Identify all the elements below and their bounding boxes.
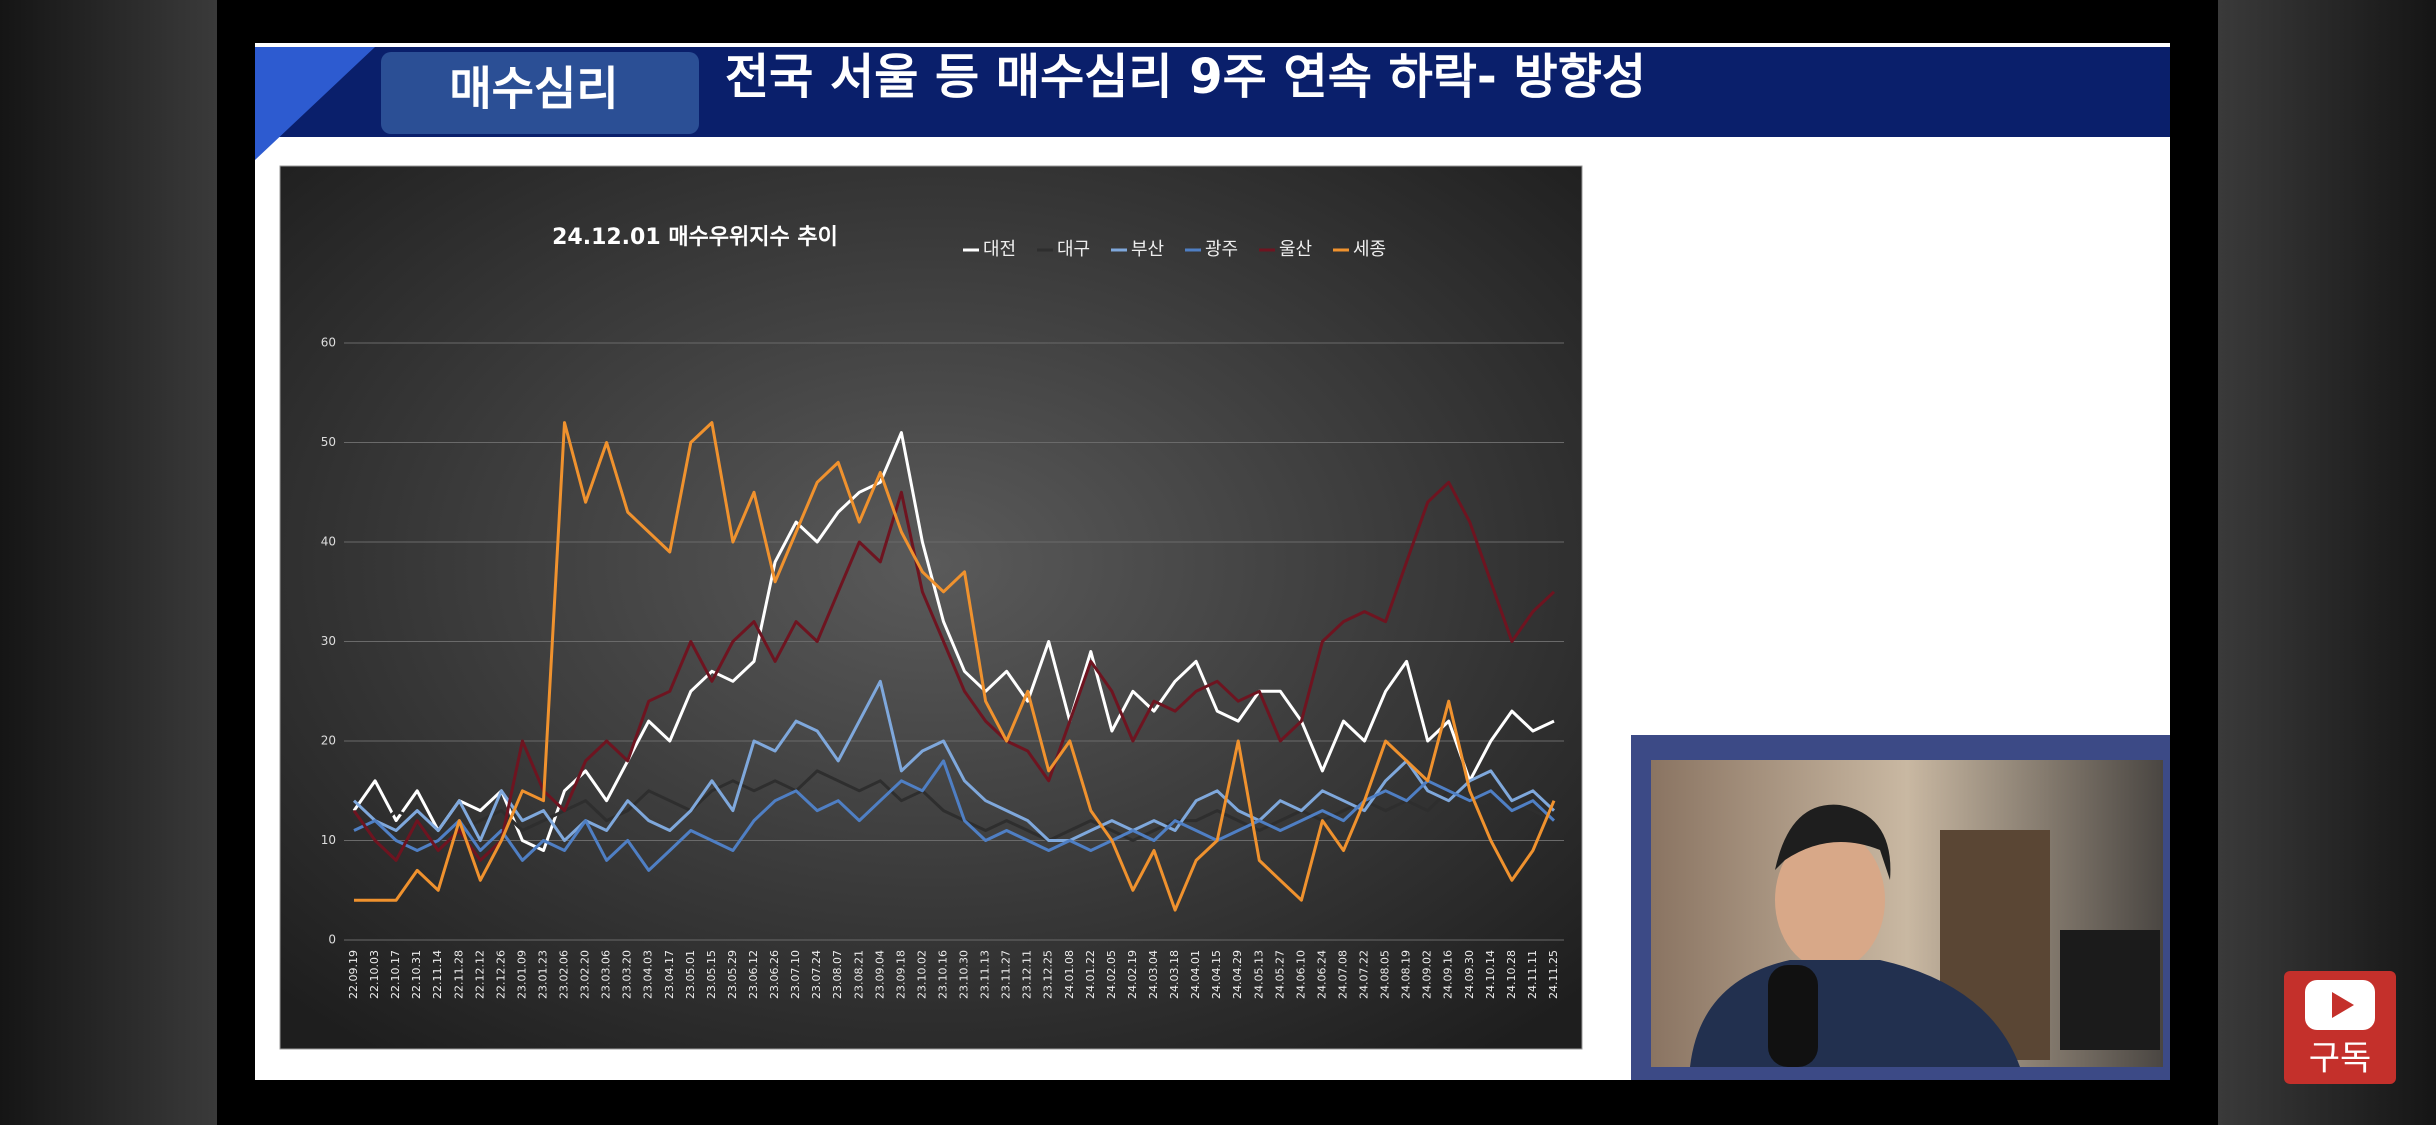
x-tick-label: 23.04.03 [642,950,655,999]
x-tick-label: 23.10.16 [936,950,949,999]
x-tick-label: 22.10.17 [389,950,402,999]
x-tick-label: 23.08.07 [831,950,844,999]
side-panel [0,0,217,1125]
x-tick-label: 23.08.21 [852,950,865,999]
x-tick-label: 23.05.29 [726,950,739,999]
x-tick-label: 23.01.09 [515,950,528,999]
line-series [353,759,1556,872]
y-tick-label: 10 [321,833,336,847]
microphone [1768,965,1818,1067]
x-tick-label: 24.10.14 [1484,950,1497,999]
x-tick-label: 23.11.13 [979,950,992,999]
line-series [352,679,1556,842]
chart: 0 10 20 30 40 50 60 22.09.19 22.10.03 22.10.17 22.… [321,239,1564,999]
legend-label: 부산 [1131,239,1164,260]
x-tick-label: 22.12.26 [494,950,507,999]
x-tick-label: 23.11.27 [1000,950,1013,999]
x-tick-label: 23.10.30 [958,950,971,999]
x-tick-label: 24.07.08 [1336,950,1349,999]
x-tick-label: 24.06.10 [1294,950,1307,999]
x-tick-label: 23.12.25 [1042,950,1055,999]
x-tick-label: 24.04.29 [1231,950,1244,999]
x-tick-label: 23.10.02 [915,950,928,999]
x-tick-label: 24.02.05 [1105,950,1118,999]
x-tick-label: 24.01.08 [1063,950,1076,999]
x-tick-label: 22.10.03 [368,950,381,999]
x-tick-label: 22.09.19 [347,950,360,999]
x-tick-label: 23.07.24 [810,950,823,999]
x-tick-label: 24.02.19 [1126,950,1139,999]
x-tick-label: 24.04.01 [1189,950,1202,999]
x-tick-label: 23.02.20 [579,950,592,999]
x-tick-label: 24.11.25 [1547,950,1560,999]
x-tick-label: 24.08.05 [1379,950,1392,999]
x-tick-label: 23.06.12 [747,950,760,999]
header-tab [381,52,699,134]
y-tick-label: 30 [321,634,336,648]
play-icon [2332,992,2354,1018]
x-tick-label: 23.02.06 [558,950,571,999]
y-tick-label: 20 [321,734,336,748]
x-tick-label: 23.03.06 [600,950,613,999]
line-series [352,480,1556,862]
x-tick-label: 24.07.22 [1358,950,1371,999]
x-tick-label: 24.09.16 [1442,950,1455,999]
x-tick-label: 23.09.18 [894,950,907,999]
x-tick-label: 22.11.28 [452,950,465,999]
x-tick-label: 24.09.30 [1463,950,1476,999]
x-tick-label: 24.11.11 [1526,950,1539,999]
legend-label: 대전 [983,239,1016,260]
person-hair [1775,804,1891,880]
x-tick-label: 22.11.14 [431,950,444,999]
subscribe-label: 구독 [2309,1039,2372,1079]
side-panel [2218,0,2436,1125]
chart-area [279,165,1583,1050]
header-title: 전국 서울 등 매수심리 9주 연속 하락- 방향성 [725,49,1646,105]
x-tick-label: 24.06.24 [1315,950,1328,999]
x-tick-label: 22.10.31 [410,950,423,999]
chart-title: 24.12.01 매수우위지수 추이 [552,225,838,250]
x-tick-label: 23.12.11 [1021,950,1034,999]
y-tick-label: 40 [321,535,336,549]
y-tick-label: 0 [328,933,336,947]
x-tick-label: 24.09.02 [1421,950,1434,999]
y-tick-label: 50 [321,435,336,449]
monitor [2060,930,2160,1050]
x-tick-label: 24.03.18 [1168,950,1181,999]
x-tick-label: 24.01.22 [1084,950,1097,999]
x-tick-label: 24.04.15 [1210,950,1223,999]
x-tick-label: 24.10.28 [1505,950,1518,999]
x-tick-label: 23.06.26 [768,950,781,999]
x-tick-label: 24.05.27 [1273,950,1286,999]
header-tab-text: 매수심리 [449,62,618,116]
x-tick-label: 24.03.04 [1147,950,1160,999]
x-tick-label: 23.03.20 [621,950,634,999]
legend-label: 울산 [1279,239,1312,260]
header-accent [255,47,375,160]
y-tick-label: 60 [321,336,336,350]
x-tick-label: 24.08.19 [1400,950,1413,999]
line-series [354,421,1556,912]
legend-label: 광주 [1205,239,1238,260]
x-tick-label: 23.01.23 [536,950,549,999]
line-series [352,431,1555,852]
x-tick-label: 24.05.13 [1252,950,1265,999]
x-tick-label: 23.05.15 [705,950,718,999]
x-tick-label: 23.05.01 [684,950,697,999]
x-tick-label: 23.07.10 [789,950,802,999]
legend-label: 대구 [1057,239,1090,260]
person-head [1775,830,1885,970]
legend-label: 세종 [1353,239,1386,260]
x-tick-label: 23.09.04 [873,950,886,999]
x-tick-label: 22.12.12 [473,950,486,999]
x-tick-label: 23.04.17 [663,950,676,999]
